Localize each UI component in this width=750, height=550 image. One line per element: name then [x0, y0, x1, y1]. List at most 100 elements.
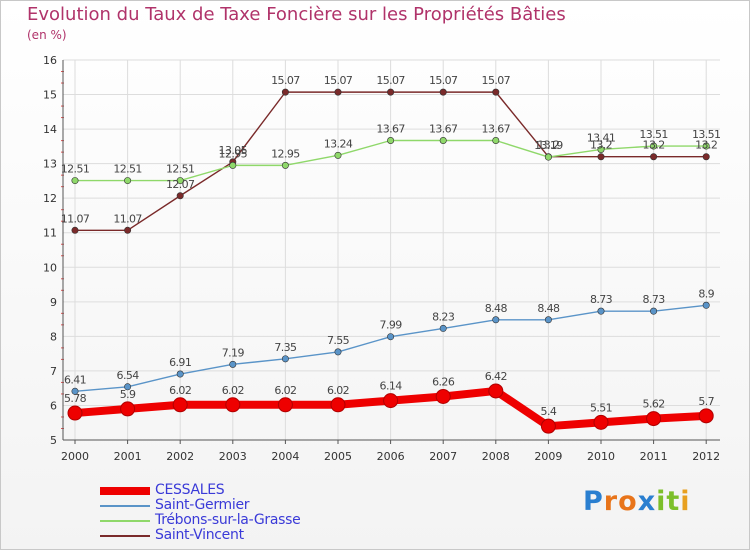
data-point [698, 408, 714, 424]
data-point [597, 145, 605, 153]
data-point [387, 136, 395, 144]
data-label: 13.51 [639, 128, 668, 141]
data-point [702, 142, 710, 150]
x-tick-label: 2001 [114, 450, 142, 463]
data-point [120, 401, 136, 417]
data-label: 6.02 [169, 384, 191, 397]
data-label: 12.07 [166, 178, 195, 191]
data-point [176, 192, 184, 200]
data-point [71, 226, 79, 234]
data-label: 6.02 [222, 384, 244, 397]
x-tick-label: 2012 [692, 450, 720, 463]
data-label: 13.2 [590, 139, 612, 152]
data-label: 15.07 [429, 74, 458, 87]
data-point [650, 142, 658, 150]
data-point [544, 316, 552, 324]
data-labels: 5.78 5.9 6.02 6.02 6.02 6.02 6.14 6.26 6.42 5.4 5.… [61, 74, 721, 418]
data-point [334, 151, 342, 159]
data-point [176, 370, 184, 378]
data-label: 6.42 [485, 370, 507, 383]
y-tick-label: 9 [50, 296, 57, 309]
data-point [383, 393, 399, 409]
data-point [225, 397, 241, 413]
series-layer [67, 88, 714, 434]
y-tick-label: 6 [50, 399, 57, 412]
data-label: 13.51 [692, 128, 721, 141]
legend-swatch [100, 487, 150, 495]
data-point [435, 388, 451, 404]
data-label: 13.05 [219, 144, 248, 157]
x-tick-label: 2003 [219, 450, 247, 463]
data-label: 15.07 [376, 74, 405, 87]
data-point [124, 177, 132, 185]
data-point [71, 387, 79, 395]
data-point [492, 316, 500, 324]
data-label: 6.54 [117, 369, 140, 382]
x-tick-label: 2005 [324, 450, 352, 463]
data-label: 13.24 [324, 137, 353, 150]
data-point [439, 324, 447, 332]
x-tick-label: 2009 [534, 450, 562, 463]
y-tick-label: 15 [43, 89, 57, 102]
legend-swatch [100, 520, 150, 522]
y-tick-label: 13 [43, 158, 57, 171]
y-tick-label: 7 [50, 365, 57, 378]
y-tick-label: 8 [50, 330, 57, 343]
data-label: 12.95 [271, 147, 300, 160]
data-label: 6.02 [274, 384, 296, 397]
data-point [597, 153, 605, 161]
data-label: 5.4 [541, 405, 557, 418]
legend-label: Trébons-sur-la-Grasse [155, 512, 301, 528]
data-label: 8.9 [698, 287, 714, 300]
data-label: 13.41 [587, 131, 616, 144]
y-tick-label: 5 [50, 434, 57, 447]
data-label: 13.2 [537, 139, 559, 152]
y-tick-label: 12 [43, 192, 57, 205]
data-label: 15.07 [482, 74, 511, 87]
legend-label: Saint-Germier [155, 497, 250, 513]
data-point [702, 301, 710, 309]
x-tick-label: 2011 [640, 450, 668, 463]
data-label: 7.99 [380, 319, 403, 332]
data-point [544, 153, 552, 161]
logo-letter: t [666, 486, 681, 517]
data-point [650, 307, 658, 315]
unit-label: (en %) [27, 28, 67, 42]
data-label: 7.19 [222, 346, 245, 359]
data-label: 13.67 [429, 122, 458, 135]
data-label: 13.2 [643, 139, 665, 152]
logo-letter: x [637, 486, 657, 517]
data-point [439, 88, 447, 96]
line-chart: 5 6 7 8 9 10 11 12 13 14 15 16 2000 2001 2002 2003 2004 2… [43, 54, 721, 463]
data-point [646, 411, 662, 427]
logo-letter: o [618, 486, 638, 517]
data-label: 7.55 [327, 334, 350, 347]
x-tick-label: 2006 [377, 450, 405, 463]
data-label: 12.95 [219, 147, 248, 160]
data-label: 6.02 [327, 384, 349, 397]
data-label: 8.23 [432, 310, 455, 323]
data-label: 7.35 [274, 341, 297, 354]
data-label: 6.14 [380, 380, 403, 393]
logo-letter: r [603, 486, 619, 517]
y-tick-label: 14 [43, 123, 57, 136]
data-point [124, 226, 132, 234]
data-point [277, 397, 293, 413]
data-label: 8.48 [485, 302, 508, 315]
data-label: 12.51 [166, 163, 195, 176]
logo-letter: P [583, 486, 604, 517]
data-point [488, 383, 504, 399]
data-point [334, 348, 342, 356]
data-point [172, 397, 188, 413]
data-point [492, 88, 500, 96]
proxiti-logo: Proxiti [583, 486, 691, 517]
y-tick-label: 10 [43, 261, 57, 274]
data-label: 8.73 [590, 293, 613, 306]
data-label: 11.07 [113, 212, 142, 225]
data-point [281, 88, 289, 96]
data-point [387, 333, 395, 341]
data-point [176, 177, 184, 185]
logo-letter: i [680, 486, 691, 517]
data-point [330, 397, 346, 413]
data-point [387, 88, 395, 96]
